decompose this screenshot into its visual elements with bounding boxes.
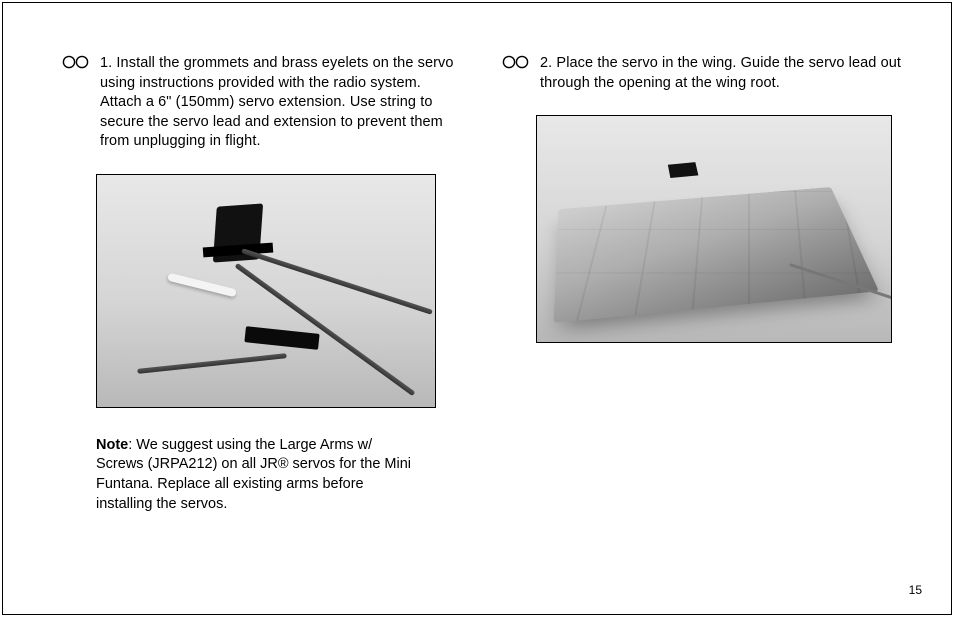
photo-servo-arm bbox=[167, 272, 237, 297]
step-2: 2. Place the servo in the wing. Guide th… bbox=[502, 54, 902, 93]
step-1-photo bbox=[96, 174, 436, 408]
page-number: 15 bbox=[909, 583, 922, 597]
photo-wire bbox=[137, 353, 287, 374]
step-1: 1. Install the grommets and brass eyelet… bbox=[62, 54, 462, 152]
photo-wing bbox=[554, 187, 879, 323]
content-area: 1. Install the grommets and brass eyelet… bbox=[62, 54, 902, 514]
photo-wire bbox=[241, 248, 433, 315]
step-2-text: 2. Place the servo in the wing. Guide th… bbox=[540, 54, 902, 93]
note-label: Note bbox=[96, 437, 128, 453]
step-1-text: 1. Install the grommets and brass eyelet… bbox=[100, 54, 462, 152]
left-column: 1. Install the grommets and brass eyelet… bbox=[62, 54, 462, 514]
checkbox-pair-icon bbox=[62, 54, 92, 69]
note-body: : We suggest using the Large Arms w/ Scr… bbox=[96, 437, 411, 512]
photo-wing-servo bbox=[668, 162, 699, 178]
checkbox-pair-icon bbox=[502, 54, 532, 69]
photo-connector bbox=[244, 326, 319, 350]
right-column: 2. Place the servo in the wing. Guide th… bbox=[502, 54, 902, 514]
note-block: Note: We suggest using the Large Arms w/… bbox=[96, 436, 422, 514]
step-2-photo bbox=[536, 115, 892, 343]
